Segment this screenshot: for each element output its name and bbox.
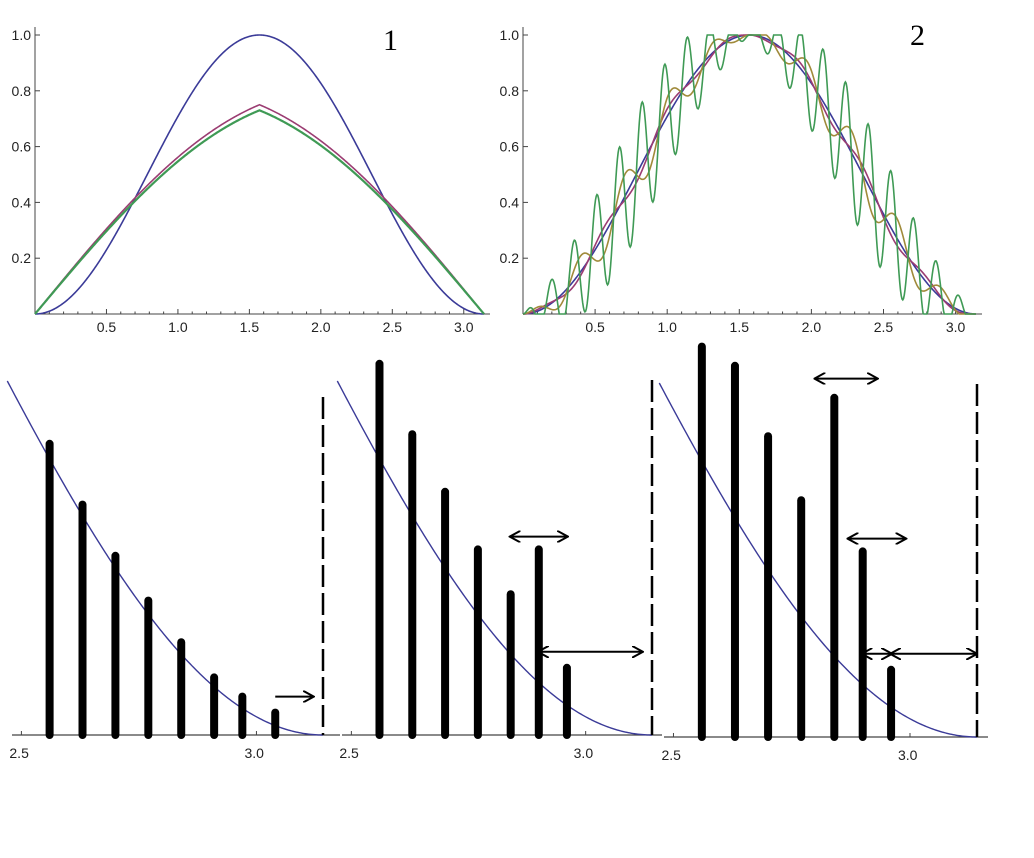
x-tick-label: 1.5 bbox=[240, 319, 260, 335]
y-tick-label: 0.4 bbox=[12, 194, 32, 210]
x-tick-label: 0.5 bbox=[97, 319, 117, 335]
series-line-1 bbox=[522, 34, 977, 315]
function-curve bbox=[6, 380, 324, 736]
zoom-panel-3: 2.5 3.0 bbox=[658, 342, 988, 763]
x-tick-label: 0.5 bbox=[585, 319, 605, 335]
x-tick-label: 1.0 bbox=[657, 319, 677, 335]
series-line-2 bbox=[522, 34, 976, 315]
y-tick-label: 0.2 bbox=[12, 250, 32, 266]
x-tick-label: 3.0 bbox=[454, 319, 474, 335]
y-tick-label: 0.2 bbox=[500, 250, 520, 266]
x-tick-label: 2.5 bbox=[9, 745, 29, 761]
x-tick-label: 2.5 bbox=[661, 747, 681, 763]
chart-panel-1: 0.5 1.0 1.5 2.0 2.5 3.0 0.2 0.4 0.6 0.8 1.0 bbox=[12, 27, 490, 335]
y-tick-label: 0.6 bbox=[500, 139, 520, 155]
series-line-4 bbox=[522, 34, 976, 315]
y-tick-label: 0.8 bbox=[12, 83, 32, 99]
chart-panel-2: 0.5 1.0 1.5 2.0 2.5 3.0 0.2 0.4 0.6 0.8 1.0 bbox=[500, 27, 982, 335]
zoom-panel-2: 2.5 3.0 bbox=[336, 359, 662, 761]
x-tick-label: 2.0 bbox=[802, 319, 822, 335]
y-tick-label: 1.0 bbox=[12, 27, 32, 43]
x-tick-label: 1.0 bbox=[168, 319, 188, 335]
x-tick-label: 2.0 bbox=[311, 319, 331, 335]
panel-label-1: 1 bbox=[383, 24, 398, 57]
x-tick-label: 3.0 bbox=[946, 319, 966, 335]
x-tick-label: 1.5 bbox=[730, 319, 750, 335]
x-tick-label: 2.5 bbox=[874, 319, 894, 335]
panel-label-2: 2 bbox=[910, 19, 925, 52]
x-tick-label: 3.0 bbox=[244, 745, 264, 761]
y-tick-label: 0.8 bbox=[500, 83, 520, 99]
zoom-panel-1: 2.5 3.0 bbox=[6, 380, 340, 761]
x-tick-label: 2.5 bbox=[339, 745, 359, 761]
function-curve bbox=[336, 380, 653, 736]
function-curve bbox=[658, 382, 978, 738]
x-tick-label: 3.0 bbox=[898, 747, 918, 763]
series-line-2 bbox=[34, 103, 485, 315]
x-tick-label: 3.0 bbox=[574, 745, 594, 761]
series-line-1 bbox=[34, 34, 485, 315]
y-tick-label: 0.6 bbox=[12, 139, 32, 155]
y-tick-label: 0.4 bbox=[500, 194, 520, 210]
series-line-3 bbox=[522, 34, 976, 315]
y-tick-label: 1.0 bbox=[500, 27, 520, 43]
series-line-3 bbox=[34, 109, 485, 315]
x-tick-label: 2.5 bbox=[383, 319, 403, 335]
